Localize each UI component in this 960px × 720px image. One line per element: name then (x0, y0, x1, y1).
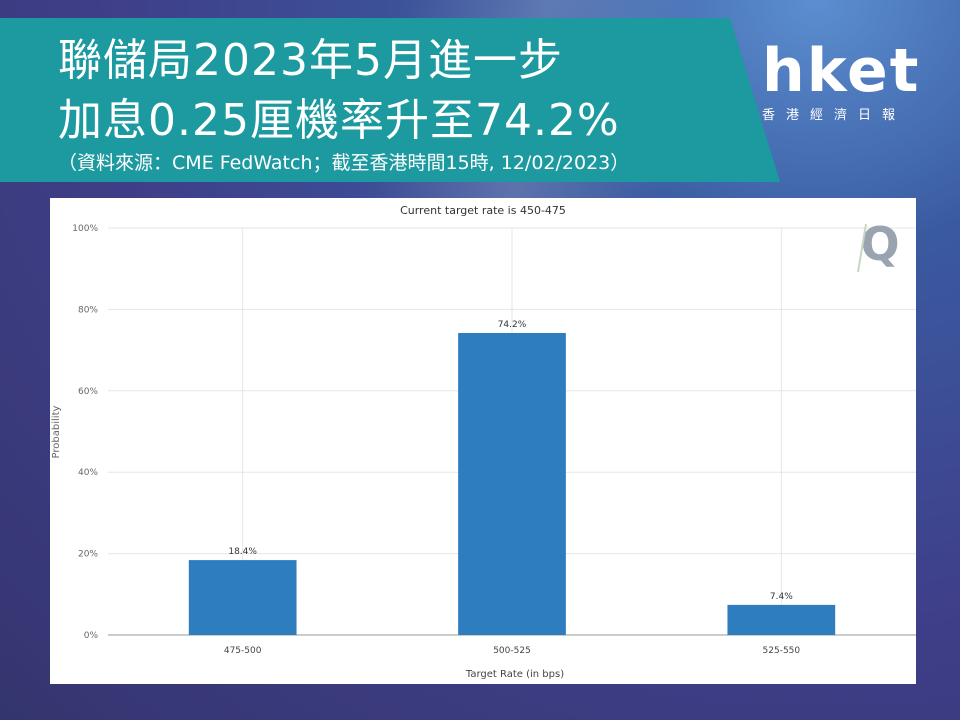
page-title-line1: 聯儲局2023年5月進一步 (58, 35, 563, 86)
chart-title: Current target rate is 450-475 (400, 204, 566, 217)
bar-chart: Current target rate is 450-475 Probabili… (51, 204, 916, 680)
y-tick-label: 80% (78, 305, 98, 315)
chart-panel: Current target rate is 450-475 Probabili… (50, 198, 916, 684)
logo-brand: hket (762, 36, 921, 106)
bar-value-label: 18.4% (228, 547, 257, 557)
y-tick-label: 0% (84, 631, 99, 641)
y-tick-label: 100% (72, 224, 98, 234)
y-axis-label: Probability (51, 405, 62, 458)
y-tick-label: 60% (78, 387, 98, 397)
data-labels: 18.4% 475-500 74.2% 500-525 7.4% 525-550 (224, 320, 801, 656)
q-icon: Q (857, 217, 900, 273)
bar (458, 333, 566, 635)
svg-text:Q: Q (860, 217, 899, 271)
bar (188, 560, 297, 635)
logo-subtitle: 香港經濟日報 (762, 108, 907, 123)
source-note: （資料來源：CME FedWatch；截至香港時間15時, 12/02/2023… (58, 152, 630, 174)
bar-value-label: 7.4% (770, 592, 793, 602)
page-title-line2: 加息0.25厘機率升至74.2% (58, 95, 620, 146)
bar-value-label: 74.2% (498, 320, 527, 330)
y-tick-label: 20% (78, 550, 98, 560)
bar (727, 604, 836, 635)
x-tick-label: 500-525 (493, 646, 531, 656)
x-tick-label: 475-500 (224, 646, 262, 656)
x-axis-label: Target Rate (in bps) (465, 669, 564, 680)
x-tick-label: 525-550 (763, 646, 801, 656)
y-tick-label: 40% (78, 468, 98, 478)
hket-logo: hket 香港經濟日報 (762, 40, 922, 123)
grid: 0% 20% 40% 60% 80% 100% (72, 224, 916, 641)
title-banner (0, 18, 780, 182)
bars (188, 333, 836, 635)
